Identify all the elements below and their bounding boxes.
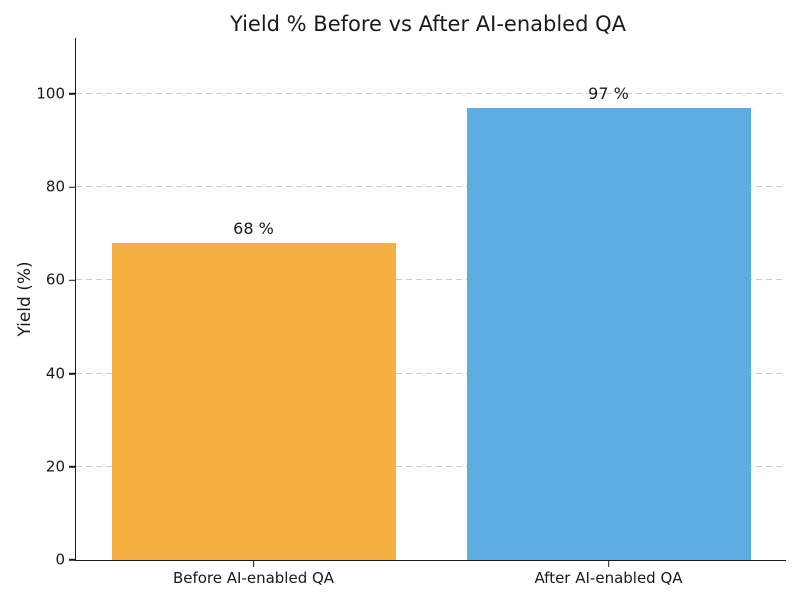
bar-value-label-after-ai-enabled-qa: 97 %	[588, 83, 629, 103]
gridline-20	[76, 465, 786, 467]
gridline-40	[76, 372, 786, 374]
bar-after-ai-enabled-qa	[466, 107, 751, 560]
y-tick-mark-100	[69, 93, 76, 95]
x-tick-mark-before-ai-enabled-qa	[252, 560, 255, 567]
bar-before-ai-enabled-qa	[111, 243, 396, 560]
y-tick-label-80: 80	[45, 177, 65, 196]
y-tick-mark-60	[69, 279, 76, 282]
x-tick-label-after-ai-enabled-qa: After AI-enabled QA	[534, 569, 683, 587]
y-tick-label-100: 100	[36, 84, 65, 103]
y-tick-mark-40	[69, 372, 76, 375]
chart-title: Yield % Before vs After AI-enabled QA	[229, 12, 627, 36]
y-tick-label-40: 40	[45, 364, 65, 383]
y-tick-mark-80	[69, 186, 76, 188]
gridline-60	[76, 279, 786, 281]
y-tick-label-60: 60	[45, 270, 65, 289]
y-tick-mark-0	[69, 559, 76, 561]
bar-value-label-before-ai-enabled-qa: 68 %	[233, 219, 274, 239]
x-tick-mark-after-ai-enabled-qa	[607, 560, 610, 567]
plot-area: 0 20 40 60 80 100 68 % Before AI-enabled QA 97 %…	[36, 38, 786, 587]
y-axis-title: Yield (%)	[15, 261, 35, 337]
gridline-80	[76, 186, 786, 188]
y-tick-label-0: 0	[55, 550, 65, 569]
gridline-100	[76, 92, 786, 94]
y-tick-mark-20	[69, 466, 76, 468]
y-tick-label-20: 20	[45, 457, 65, 476]
x-tick-label-before-ai-enabled-qa: Before AI-enabled QA	[172, 569, 335, 587]
